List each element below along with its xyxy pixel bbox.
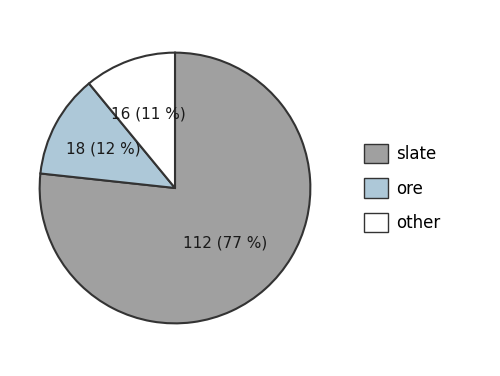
Wedge shape <box>40 53 310 323</box>
Wedge shape <box>40 83 175 188</box>
Text: 18 (12 %): 18 (12 %) <box>66 142 141 157</box>
Legend: slate, ore, other: slate, ore, other <box>360 139 445 237</box>
Text: 16 (11 %): 16 (11 %) <box>111 107 186 121</box>
Text: 112 (77 %): 112 (77 %) <box>182 236 267 251</box>
Wedge shape <box>89 53 175 188</box>
